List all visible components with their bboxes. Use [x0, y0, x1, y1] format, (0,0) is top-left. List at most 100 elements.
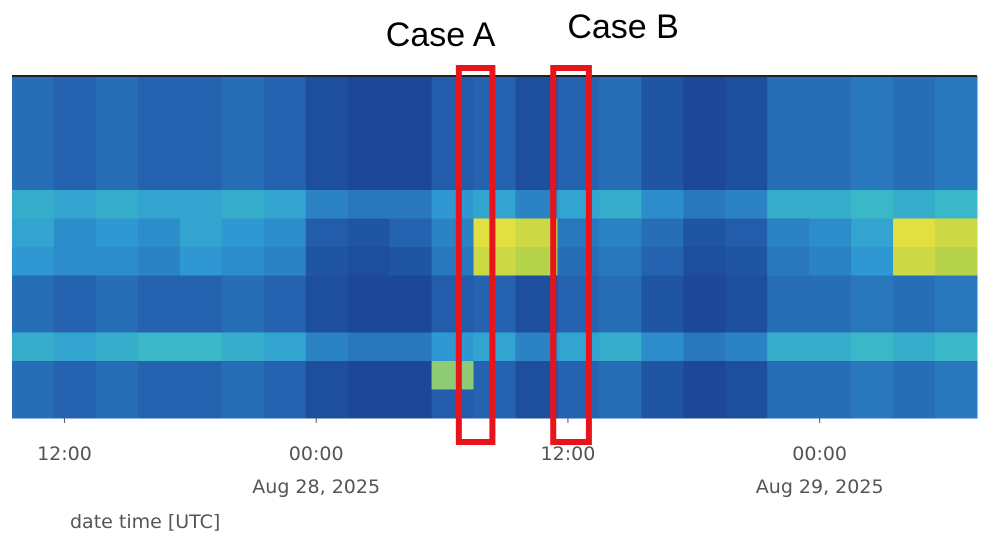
- heatmap-cell: [767, 304, 810, 333]
- heatmap-cell: [935, 275, 978, 305]
- heatmap-cell: [599, 304, 642, 333]
- heatmap-cell: [53, 275, 97, 305]
- heatmap-cell: [12, 76, 55, 105]
- heatmap-cell: [683, 275, 726, 305]
- heatmap-cell: [12, 275, 55, 305]
- heatmap-cell: [53, 332, 97, 362]
- heatmap-cell: [893, 361, 936, 390]
- heatmap-cell: [935, 304, 978, 333]
- heatmap-cell: [431, 389, 475, 419]
- heatmap-cell: [935, 76, 978, 105]
- heatmap-cell: [809, 218, 852, 248]
- heatmap-cell: [347, 389, 391, 419]
- heatmap-cell: [557, 218, 600, 248]
- heatmap-cell: [305, 218, 349, 248]
- heatmap-cell: [389, 332, 433, 362]
- case-label: Case B: [567, 8, 679, 46]
- heatmap-cell: [137, 161, 181, 191]
- x-tick-label: 00:00: [792, 443, 847, 465]
- heatmap-cell: [137, 76, 181, 105]
- heatmap-cell: [53, 247, 97, 276]
- heatmap-cell: [893, 275, 936, 305]
- heatmap-cell: [599, 275, 642, 305]
- heatmap-cell: [809, 247, 852, 276]
- heatmap-cell: [179, 389, 223, 419]
- heatmap-cell: [683, 247, 726, 276]
- heatmap-cell: [725, 218, 768, 248]
- heatmap-cell: [12, 361, 55, 390]
- heatmap-cell: [557, 190, 600, 219]
- heatmap-cell: [431, 218, 475, 248]
- heatmap-cell: [221, 218, 265, 248]
- heatmap-cell: [305, 332, 349, 362]
- heatmap-cell: [851, 218, 894, 248]
- heatmap-cell: [599, 76, 642, 105]
- heatmap-cell: [431, 76, 475, 105]
- heatmap-cell: [641, 275, 684, 305]
- heatmap-cell: [95, 247, 139, 276]
- heatmap-cell: [431, 190, 475, 219]
- heatmap-cell: [347, 76, 391, 105]
- heatmap-cell: [641, 76, 684, 105]
- heatmap-cell: [347, 332, 391, 362]
- heatmap-cell: [935, 104, 978, 134]
- heatmap-cell: [809, 275, 852, 305]
- heatmap-cell: [12, 133, 55, 162]
- heatmap-cell: [851, 247, 894, 276]
- heatmap-cell: [557, 76, 600, 105]
- heatmap-cell: [95, 104, 139, 134]
- heatmap-cell: [53, 133, 97, 162]
- heatmap-cell: [389, 133, 433, 162]
- heatmap-cell: [95, 275, 139, 305]
- heatmap-cell: [137, 133, 181, 162]
- heatmap-cell: [851, 133, 894, 162]
- heatmap-cell: [12, 247, 55, 276]
- heatmap-cell: [221, 104, 265, 134]
- heatmap-cell: [53, 304, 97, 333]
- heatmap-cell: [557, 275, 600, 305]
- heatmap-cell: [389, 389, 433, 419]
- heatmap-cell: [12, 304, 55, 333]
- heatmap-cell: [95, 361, 139, 390]
- heatmap-cell: [725, 389, 768, 419]
- heatmap-cell: [725, 304, 768, 333]
- heatmap-cell: [95, 161, 139, 191]
- heatmap-cell: [95, 304, 139, 333]
- heatmap-cell: [431, 304, 475, 333]
- heatmap-cell: [53, 76, 97, 105]
- heatmap-cell: [599, 161, 642, 191]
- heatmap-cell: [893, 133, 936, 162]
- heatmap-cell: [725, 76, 768, 105]
- heatmap-cell: [431, 275, 475, 305]
- heatmap-cell: [221, 247, 265, 276]
- x-tick-label: 12:00: [541, 443, 596, 465]
- heatmap-cell: [95, 133, 139, 162]
- heatmap-cell: [767, 104, 810, 134]
- heatmap-cell: [599, 361, 642, 390]
- heatmap-cell: [431, 332, 475, 362]
- heatmap-cell: [599, 104, 642, 134]
- heatmap-cell: [179, 104, 223, 134]
- heatmap-cell: [767, 76, 810, 105]
- heatmap-cell: [767, 389, 810, 419]
- heatmap-cell: [263, 361, 307, 390]
- heatmap-cell: [305, 304, 349, 333]
- heatmap-cell: [935, 218, 978, 248]
- heatmap-cell: [935, 361, 978, 390]
- heatmap-cell: [347, 161, 391, 191]
- heatmap-cell: [179, 133, 223, 162]
- heatmap-cell: [767, 190, 810, 219]
- heatmap-cell: [263, 247, 307, 276]
- heatmap-cell: [263, 76, 307, 105]
- heatmap-cell: [641, 218, 684, 248]
- heatmap-cell: [137, 389, 181, 419]
- x-tick-label: 12:00: [37, 443, 92, 465]
- heatmap-cell: [893, 161, 936, 191]
- heatmap-cell: [725, 190, 768, 219]
- heatmap-cell: [137, 218, 181, 248]
- heatmap-cell: [599, 133, 642, 162]
- heatmap-cell: [95, 389, 139, 419]
- heatmap-cell: [389, 275, 433, 305]
- heatmap-cell: [53, 161, 97, 191]
